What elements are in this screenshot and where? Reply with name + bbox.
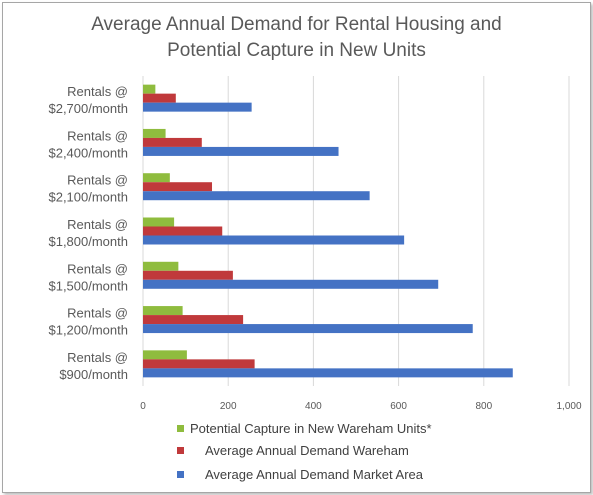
bar-3-series-1 xyxy=(143,226,223,236)
category-label-5-line-1: $1,200/month xyxy=(48,323,128,338)
bar-2-series-1 xyxy=(143,182,213,192)
legend-swatch-2 xyxy=(177,471,184,478)
chart-title-line-1: Average Annual Demand for Rental Housing… xyxy=(91,14,502,35)
category-label-2-line-1: $2,100/month xyxy=(48,190,128,205)
category-label-1-line-1: $2,400/month xyxy=(48,145,128,160)
bar-4-series-2 xyxy=(143,279,439,289)
bar-4-series-0 xyxy=(143,261,179,271)
bar-6-series-0 xyxy=(143,350,187,360)
category-label-1-line-0: Rentals @ xyxy=(67,128,128,143)
bar-0-series-1 xyxy=(143,93,176,103)
x-tick-label-3: 600 xyxy=(390,401,407,412)
legend-swatch-0 xyxy=(177,425,184,432)
bar-0-series-0 xyxy=(143,84,156,94)
bar-2-series-0 xyxy=(143,173,170,183)
bar-6-series-2 xyxy=(143,368,513,378)
bar-6-series-1 xyxy=(143,359,255,369)
legend-label-1: Average Annual Demand Wareham xyxy=(205,443,409,458)
category-label-6-line-1: $900/month xyxy=(59,367,128,382)
legend-label-2: Average Annual Demand Market Area xyxy=(205,467,424,482)
category-label-2-line-0: Rentals @ xyxy=(67,173,128,188)
bar-3-series-2 xyxy=(143,235,405,245)
x-tick-label-0: 0 xyxy=(140,401,146,412)
category-label-0-line-1: $2,700/month xyxy=(48,101,128,116)
category-label-3-line-0: Rentals @ xyxy=(67,217,128,232)
x-tick-label-1: 200 xyxy=(220,401,237,412)
bar-2-series-2 xyxy=(143,191,370,201)
legend-label-0: Potential Capture in New Wareham Units* xyxy=(190,421,432,436)
bar-1-series-2 xyxy=(143,146,339,156)
bar-4-series-1 xyxy=(143,270,233,280)
chart-title-line-2: Potential Capture in New Units xyxy=(167,40,426,61)
bar-1-series-1 xyxy=(143,137,202,147)
bar-5-series-2 xyxy=(143,324,473,334)
x-tick-label-2: 400 xyxy=(305,401,322,412)
legend-swatch-1 xyxy=(177,447,184,454)
bar-0-series-2 xyxy=(143,102,252,112)
category-label-4-line-1: $1,500/month xyxy=(48,278,128,293)
category-label-3-line-1: $1,800/month xyxy=(48,234,128,249)
bar-5-series-0 xyxy=(143,306,183,316)
category-label-5-line-0: Rentals @ xyxy=(67,306,128,321)
bar-3-series-0 xyxy=(143,217,175,227)
chart-title: Average Annual Demand for Rental Housing… xyxy=(0,12,593,64)
bar-1-series-0 xyxy=(143,128,166,138)
category-label-0-line-0: Rentals @ xyxy=(67,84,128,99)
category-label-6-line-0: Rentals @ xyxy=(67,350,128,365)
x-tick-label-4: 800 xyxy=(475,401,492,412)
x-tick-label-5: 1,000 xyxy=(556,401,581,412)
bar-5-series-1 xyxy=(143,315,244,325)
category-label-4-line-0: Rentals @ xyxy=(67,261,128,276)
